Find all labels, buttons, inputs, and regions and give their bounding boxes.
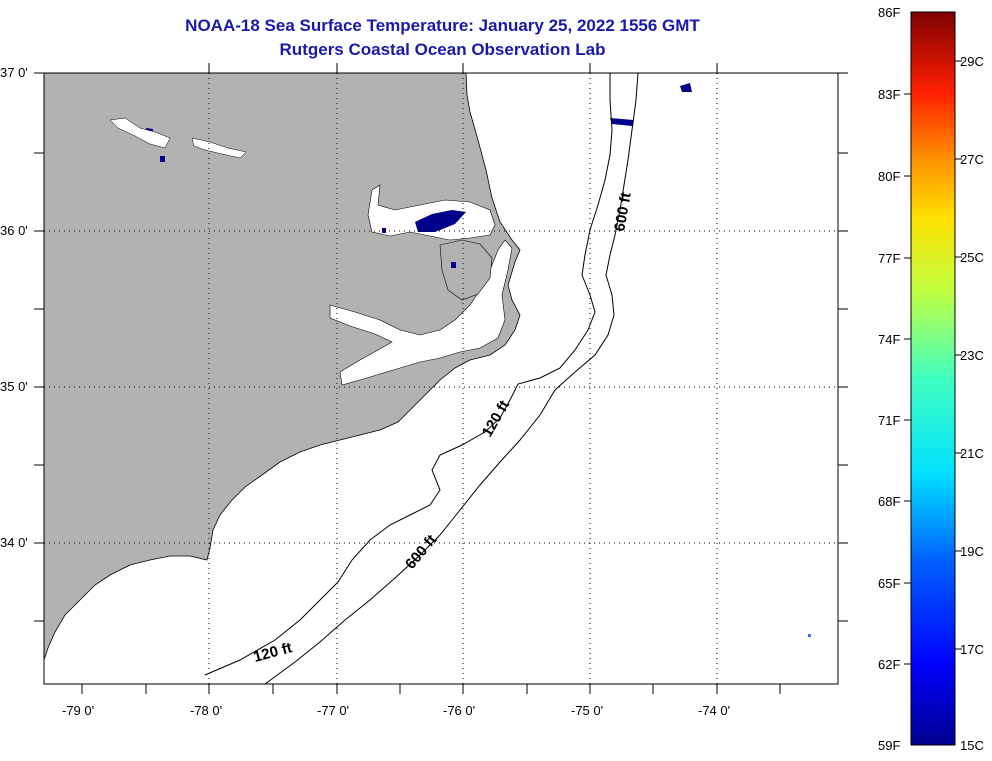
colorbar-c-label: 15C	[960, 738, 984, 753]
colorbar-f-label: 68F	[878, 494, 901, 509]
cold-water-patch	[680, 83, 692, 92]
colorbar-c-label: 29C	[960, 54, 984, 69]
contour-label: 600 ft	[611, 191, 635, 233]
colorbar-c-label: 17C	[960, 642, 984, 657]
lon-label: -78 0'	[190, 703, 223, 718]
inland-lake	[191, 137, 247, 159]
pamlico-sound	[329, 239, 513, 386]
colorbar-f-label: 71F	[878, 413, 901, 428]
colorbar-f-label: 83F	[878, 87, 901, 102]
lat-label: 36 0'	[0, 223, 28, 238]
colorbar-f-label: 86F	[878, 5, 901, 20]
albemarle-sound	[367, 184, 496, 241]
colorbar-f-label: 59F	[878, 738, 901, 753]
lon-label: -77 0'	[317, 703, 350, 718]
cold-water-patch	[415, 210, 466, 232]
colorbar-c-label: 21C	[960, 446, 984, 461]
depth-contour-600ft	[264, 73, 639, 684]
colorbar-f-label: 65F	[878, 576, 901, 591]
colorbar-f-label: 74F	[878, 332, 901, 347]
cold-water-patch	[160, 156, 165, 162]
lat-label: 34 0'	[0, 535, 28, 550]
colorbar-c-label: 23C	[960, 348, 984, 363]
colorbar-ticks	[904, 60, 962, 665]
colorbar-c-label: 19C	[960, 544, 984, 559]
lat-label: 35 0'	[0, 379, 28, 394]
cold-water-patch	[451, 262, 456, 268]
colorbar-gradient	[910, 11, 956, 746]
colorbar-f-label: 62F	[878, 657, 901, 672]
roanoke-peninsula	[439, 239, 493, 301]
map-frame	[43, 72, 839, 685]
cold-water-patch	[610, 118, 634, 126]
cold-water-patch	[808, 634, 811, 637]
map-gridlines	[44, 73, 838, 684]
colorbar-f-label: 80F	[878, 169, 901, 184]
lat-label: 37 0'	[0, 65, 28, 80]
colorbar-c-label: 25C	[960, 250, 984, 265]
map-subtitle: Rutgers Coastal Ocean Observation Lab	[279, 40, 606, 59]
colorbar-f-label: 77F	[878, 251, 901, 266]
lon-label: -76 0'	[443, 703, 476, 718]
colorbar-c-label: 27C	[960, 152, 984, 167]
map-ticks	[34, 63, 848, 694]
map-title: NOAA-18 Sea Surface Temperature: January…	[185, 16, 700, 35]
lon-label: -79 0'	[62, 703, 95, 718]
lon-label: -74 0'	[698, 703, 731, 718]
inland-lake	[109, 117, 171, 149]
depth-contour-120ft	[204, 73, 613, 676]
lon-label: -75 0'	[571, 703, 604, 718]
